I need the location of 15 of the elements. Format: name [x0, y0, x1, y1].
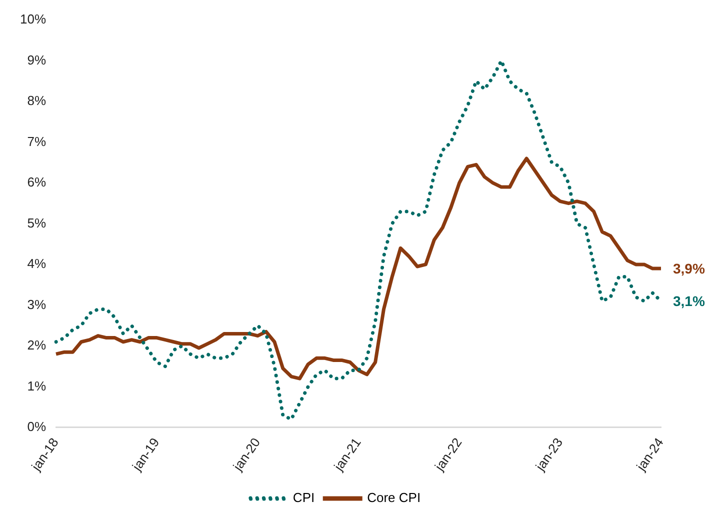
y-tick-label: 4%: [27, 256, 46, 272]
y-tick-label: 9%: [27, 52, 46, 68]
y-tick-label: 0%: [27, 419, 46, 434]
legend-label: CPI: [292, 490, 315, 506]
y-tick-label: 7%: [27, 134, 46, 149]
y-tick-label: 10%: [20, 12, 46, 27]
y-tick-label: 2%: [27, 338, 46, 353]
legend-label: Core CPI: [367, 490, 421, 506]
y-tick-label: 3%: [27, 296, 46, 312]
y-tick-label: 1%: [27, 378, 46, 394]
y-tick-label: 6%: [27, 174, 46, 190]
data-label: 3,1%: [673, 293, 706, 309]
data-label: 3,9%: [673, 260, 706, 276]
y-tick-label: 8%: [27, 93, 46, 108]
y-tick-label: 5%: [27, 215, 46, 230]
